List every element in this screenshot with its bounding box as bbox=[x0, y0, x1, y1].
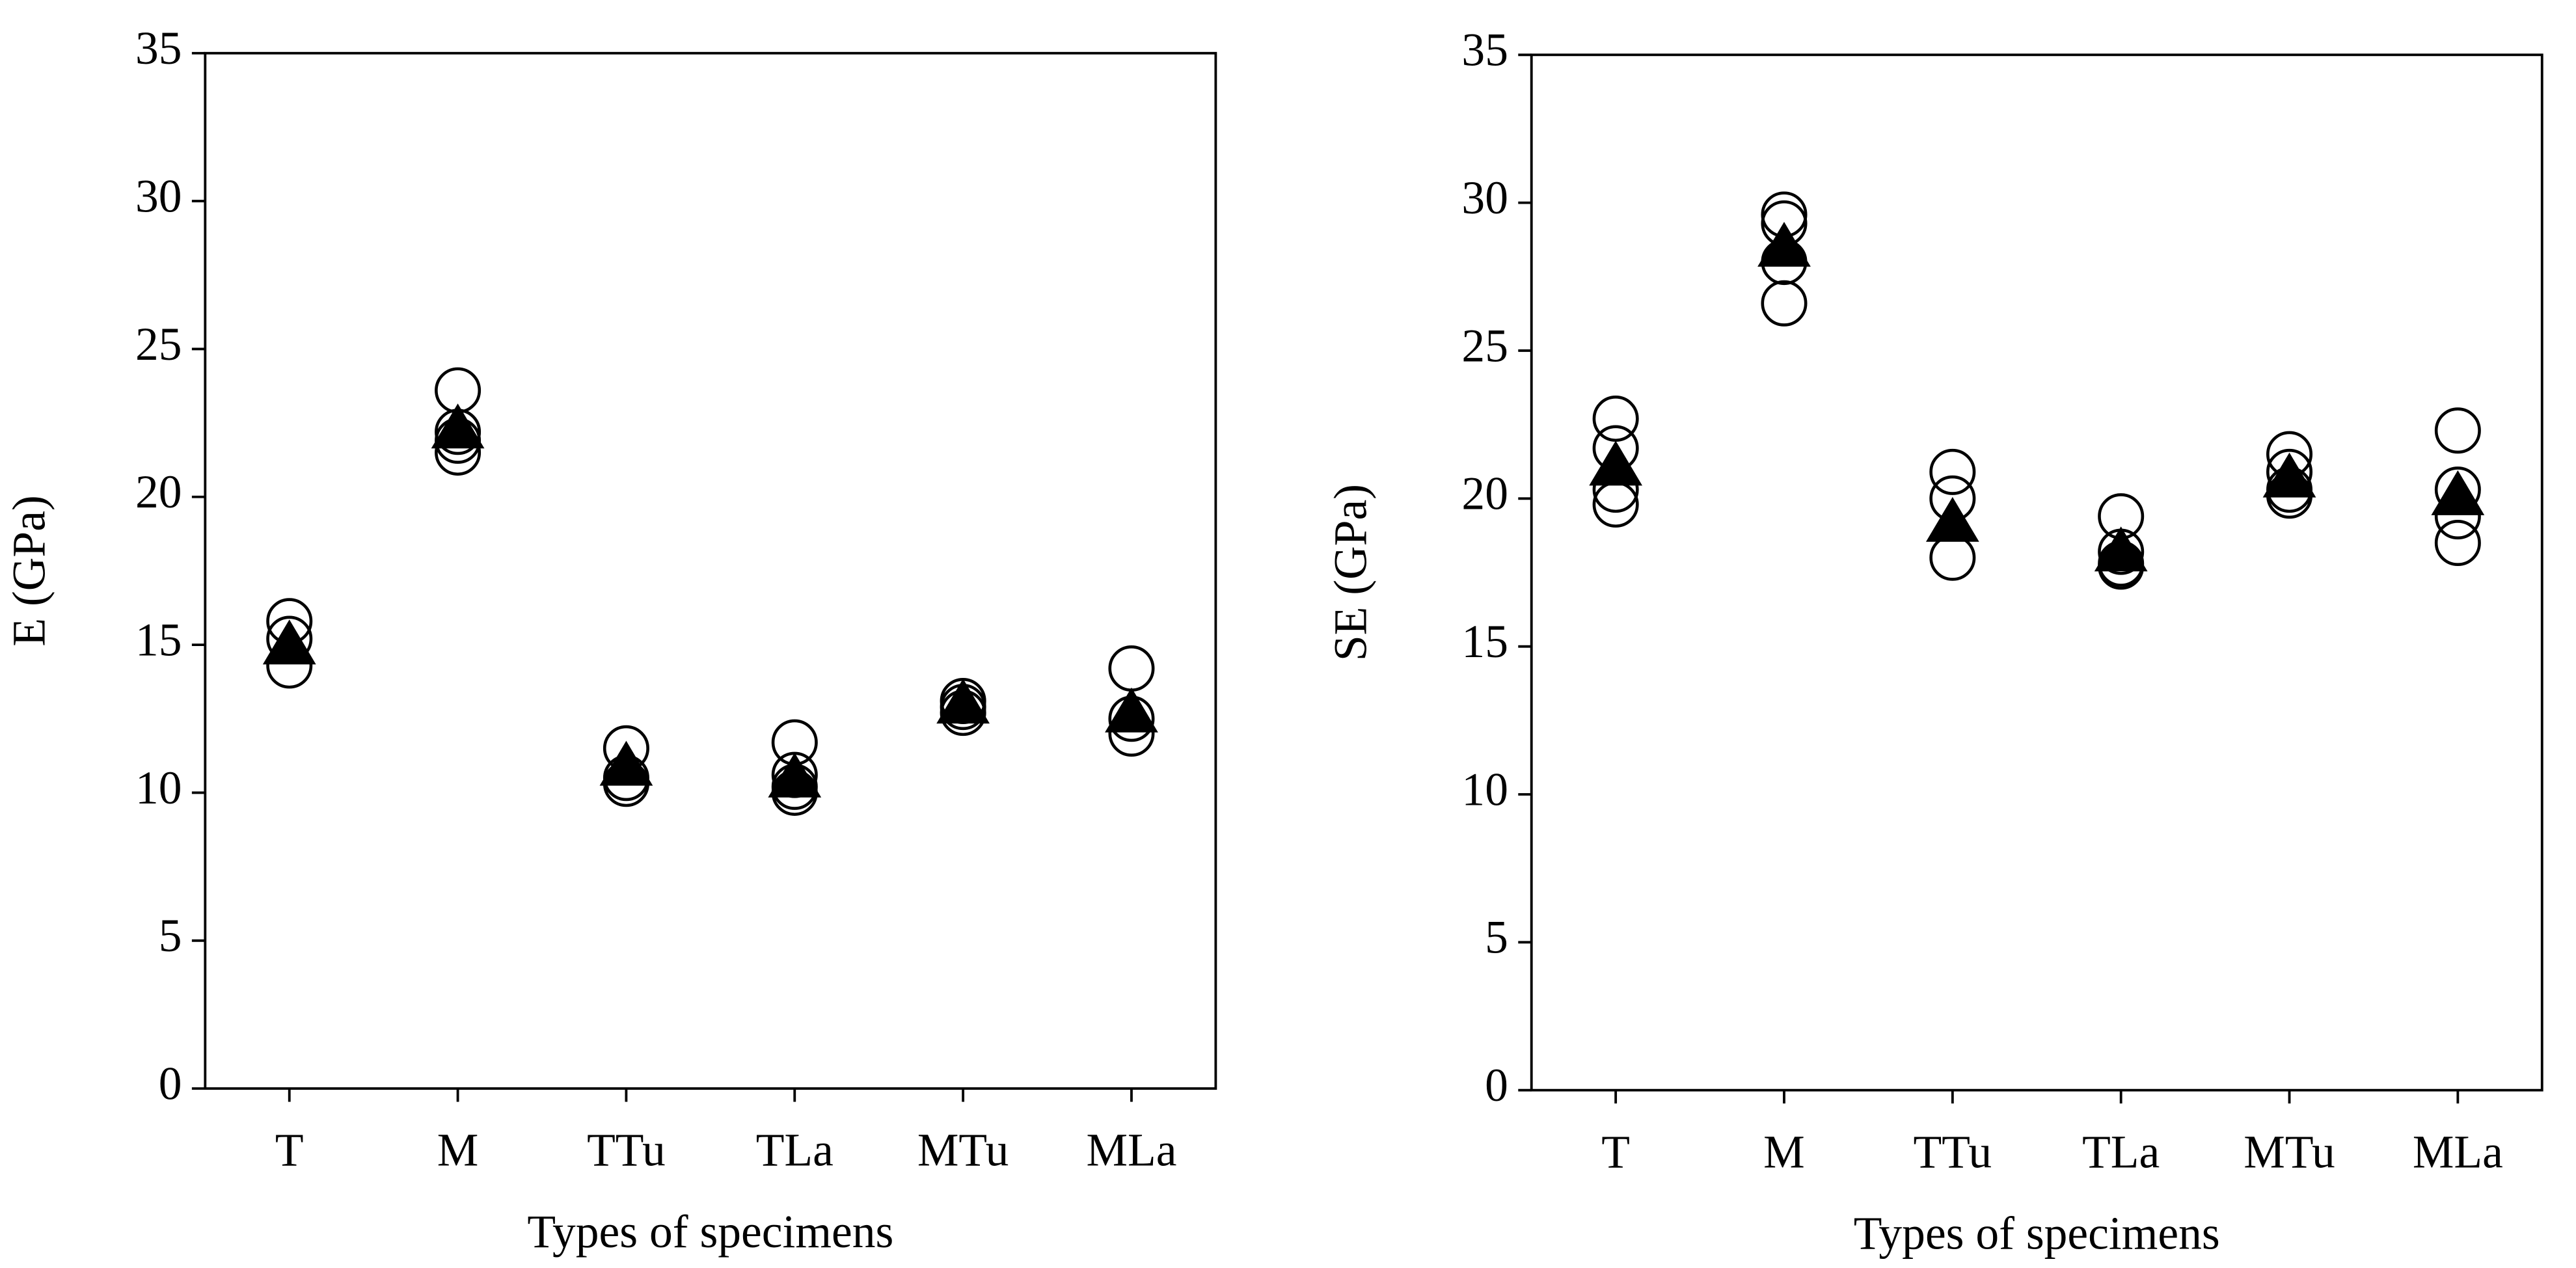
x-tick-label: TLa bbox=[756, 1125, 834, 1176]
x-tick-label: MTu bbox=[2244, 1126, 2335, 1178]
x-tick-label: T bbox=[1601, 1126, 1630, 1178]
mean-point bbox=[2431, 470, 2485, 515]
x-axis-label: Types of specimens bbox=[1854, 1207, 2220, 1259]
mean-point bbox=[1925, 496, 1979, 542]
y-tick-label: 0 bbox=[1485, 1060, 1508, 1111]
specimen-point bbox=[1929, 448, 1976, 495]
y-axis-label: E (GPa) bbox=[4, 495, 55, 646]
y-tick-label: 35 bbox=[135, 23, 182, 74]
x-tick-label: T bbox=[275, 1125, 304, 1176]
plot-frame bbox=[1530, 53, 2543, 1092]
y-tick-label: 15 bbox=[1461, 616, 1508, 668]
specimen-point bbox=[2434, 407, 2481, 454]
mean-point bbox=[262, 619, 316, 665]
specimen-point bbox=[1929, 534, 1976, 581]
x-axis-label: Types of specimens bbox=[527, 1206, 893, 1258]
x-tick-label: MLa bbox=[1086, 1125, 1176, 1176]
specimen-point bbox=[1592, 396, 1639, 442]
x-tick-label: TTu bbox=[587, 1125, 666, 1176]
y-tick-label: 10 bbox=[135, 762, 182, 814]
y-tick-label: 5 bbox=[159, 910, 182, 962]
x-tick-label: TTu bbox=[1914, 1126, 1992, 1178]
specimen-point bbox=[1761, 280, 1808, 327]
x-tick-label: M bbox=[437, 1125, 479, 1176]
specimen-point bbox=[1108, 645, 1155, 692]
x-tick-label: MLa bbox=[2413, 1126, 2503, 1178]
y-tick-label: 5 bbox=[1485, 912, 1508, 964]
x-tick-label: M bbox=[1763, 1126, 1805, 1178]
y-tick-label: 20 bbox=[1461, 468, 1508, 520]
y-tick-label: 25 bbox=[135, 319, 182, 370]
mean-point bbox=[936, 679, 990, 724]
y-tick-label: 0 bbox=[159, 1059, 182, 1110]
y-tick-label: 15 bbox=[135, 615, 182, 666]
y-tick-label: 30 bbox=[1461, 172, 1508, 224]
x-tick-label: MTu bbox=[917, 1125, 1009, 1176]
mean-point bbox=[1589, 440, 1643, 486]
mean-point bbox=[431, 403, 485, 449]
y-tick-label: 10 bbox=[1461, 764, 1508, 815]
mean-point bbox=[1757, 221, 1811, 267]
plot-frame bbox=[204, 51, 1217, 1090]
y-tick-label: 20 bbox=[135, 466, 182, 518]
mean-point bbox=[1105, 687, 1158, 733]
y-tick-label: 30 bbox=[135, 170, 182, 222]
mean-point bbox=[2094, 526, 2148, 572]
mean-point bbox=[2262, 452, 2316, 498]
y-tick-label: 35 bbox=[1461, 25, 1508, 76]
mean-point bbox=[768, 752, 822, 798]
y-axis-label: SE (GPa) bbox=[1325, 484, 1376, 661]
specimen-point bbox=[2434, 520, 2481, 567]
x-tick-label: TLa bbox=[2082, 1126, 2160, 1178]
y-tick-label: 25 bbox=[1461, 320, 1508, 371]
mean-point bbox=[599, 740, 653, 786]
